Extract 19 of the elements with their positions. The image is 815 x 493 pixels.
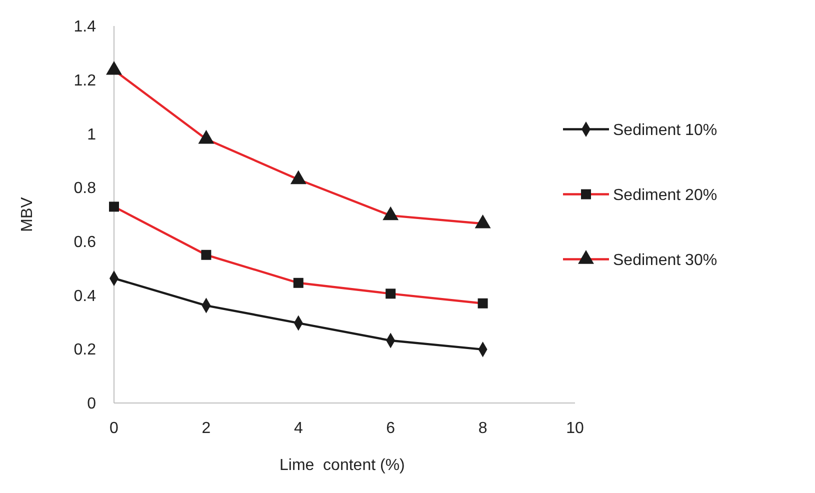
y-tick-label: 1 (87, 126, 96, 144)
y-tick-label: 0 (87, 396, 96, 413)
y-tick-label: 0.6 (74, 234, 96, 252)
x-tick-label: 6 (386, 420, 396, 437)
x-tick-label: 2 (202, 420, 211, 437)
x-tick-label: 4 (294, 420, 303, 437)
y-tick-label: 1.4 (74, 18, 96, 36)
y-tick-label: 0.4 (74, 288, 96, 305)
legend-label: Sediment 20% (613, 186, 718, 204)
x-tick-label: 0 (110, 420, 119, 437)
y-tick-label: 0.8 (74, 180, 96, 198)
x-tick-label: 8 (478, 420, 488, 437)
x-tick-label: 10 (566, 420, 584, 437)
legend-label: Sediment 10% (613, 122, 718, 139)
y-tick-label: 1.2 (74, 72, 96, 90)
x-axis-title: Lime content (%) (280, 457, 405, 474)
y-tick-label: 0.2 (74, 342, 96, 359)
y-axis-title: MBV (19, 196, 36, 232)
legend-label: Sediment 30% (613, 252, 718, 269)
